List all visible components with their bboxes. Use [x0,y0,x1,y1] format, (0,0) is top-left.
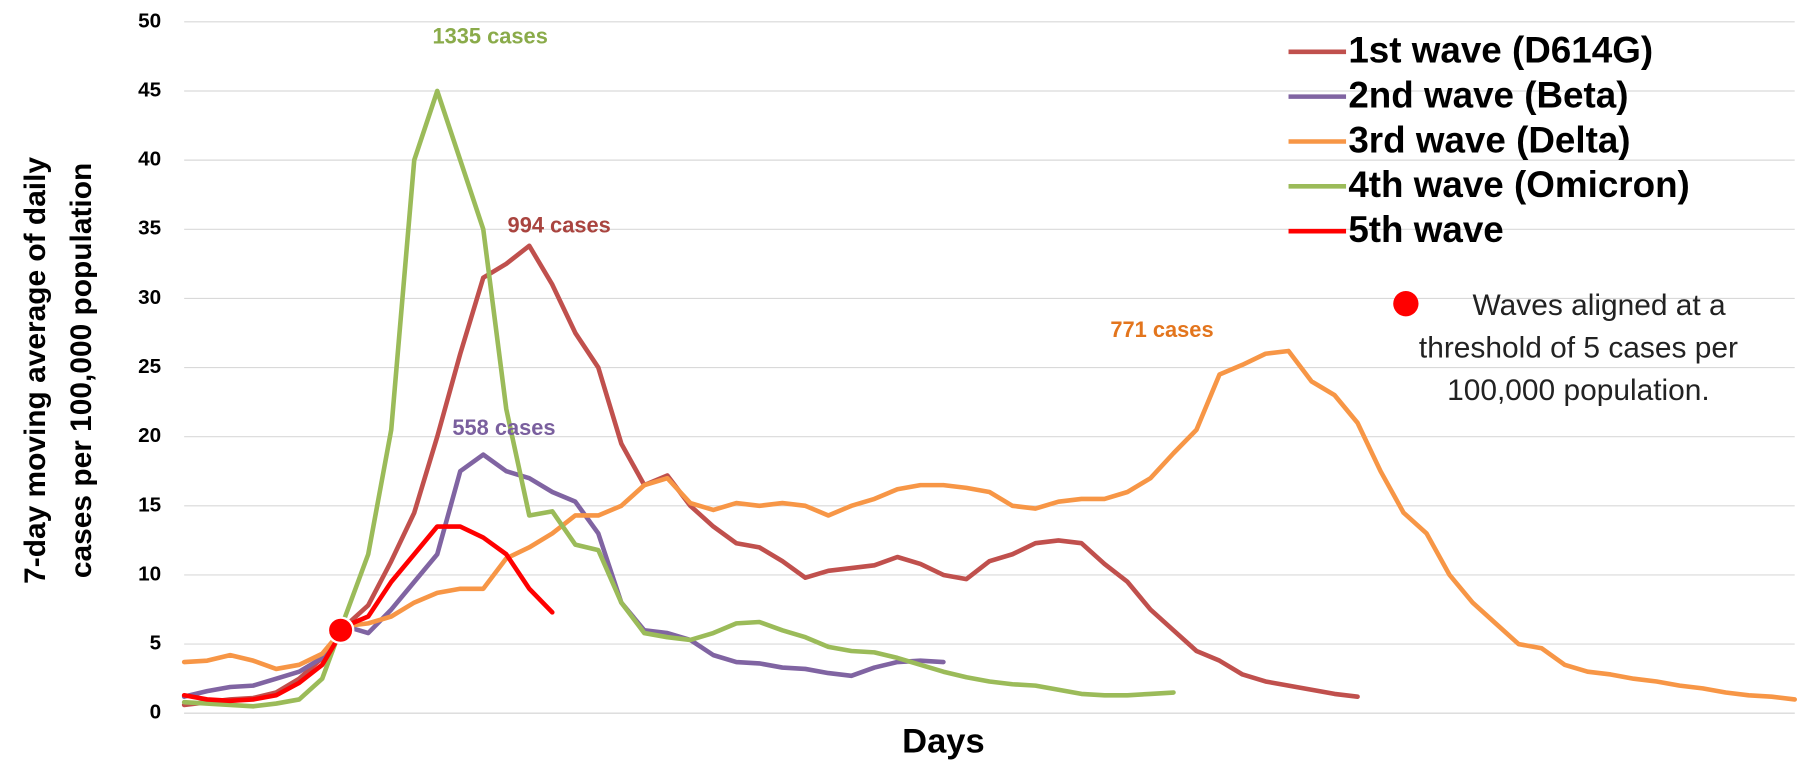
y-tick-label: 45 [138,78,161,101]
series-line [181,452,946,699]
note-text: 100,000 population. [1447,374,1710,407]
peak-annotation: 558 cases [452,415,555,440]
y-tick-label: 25 [138,355,161,378]
y-tick-label: 30 [138,286,161,309]
y-tick-label: 0 [150,701,162,724]
alignment-marker [326,616,355,645]
y-tick-label: 20 [138,424,161,447]
y-tick-label: 50 [138,9,161,32]
y-axis-label: 7-day moving average of daily [19,157,52,584]
series-line [181,88,1176,709]
note-text: Waves aligned at a [1473,289,1726,322]
y-tick-label: 5 [150,632,162,655]
peak-annotation: 1335 cases [432,24,547,49]
series-line [181,348,1797,702]
legend-label: 5th wave [1348,209,1503,250]
legend-label: 1st wave (D614G) [1348,30,1653,71]
legend-label: 4th wave (Omicron) [1348,164,1689,205]
series-line [181,243,1360,708]
peak-annotation: 771 cases [1110,317,1213,342]
y-tick-label: 15 [138,493,161,516]
y-tick-label: 40 [138,148,161,171]
note-text: threshold of 5 cases per [1419,332,1738,365]
y-tick-label: 35 [138,217,161,240]
x-axis-label: Days [902,722,984,760]
series-line [181,524,555,704]
peak-annotation: 994 cases [508,212,611,237]
y-tick-label: 10 [138,562,161,585]
note-dot [1393,291,1419,317]
legend-label: 2nd wave (Beta) [1348,75,1628,116]
y-axis-label: cases per 100,000 population [65,163,98,578]
legend-label: 3rd wave (Delta) [1348,119,1630,160]
